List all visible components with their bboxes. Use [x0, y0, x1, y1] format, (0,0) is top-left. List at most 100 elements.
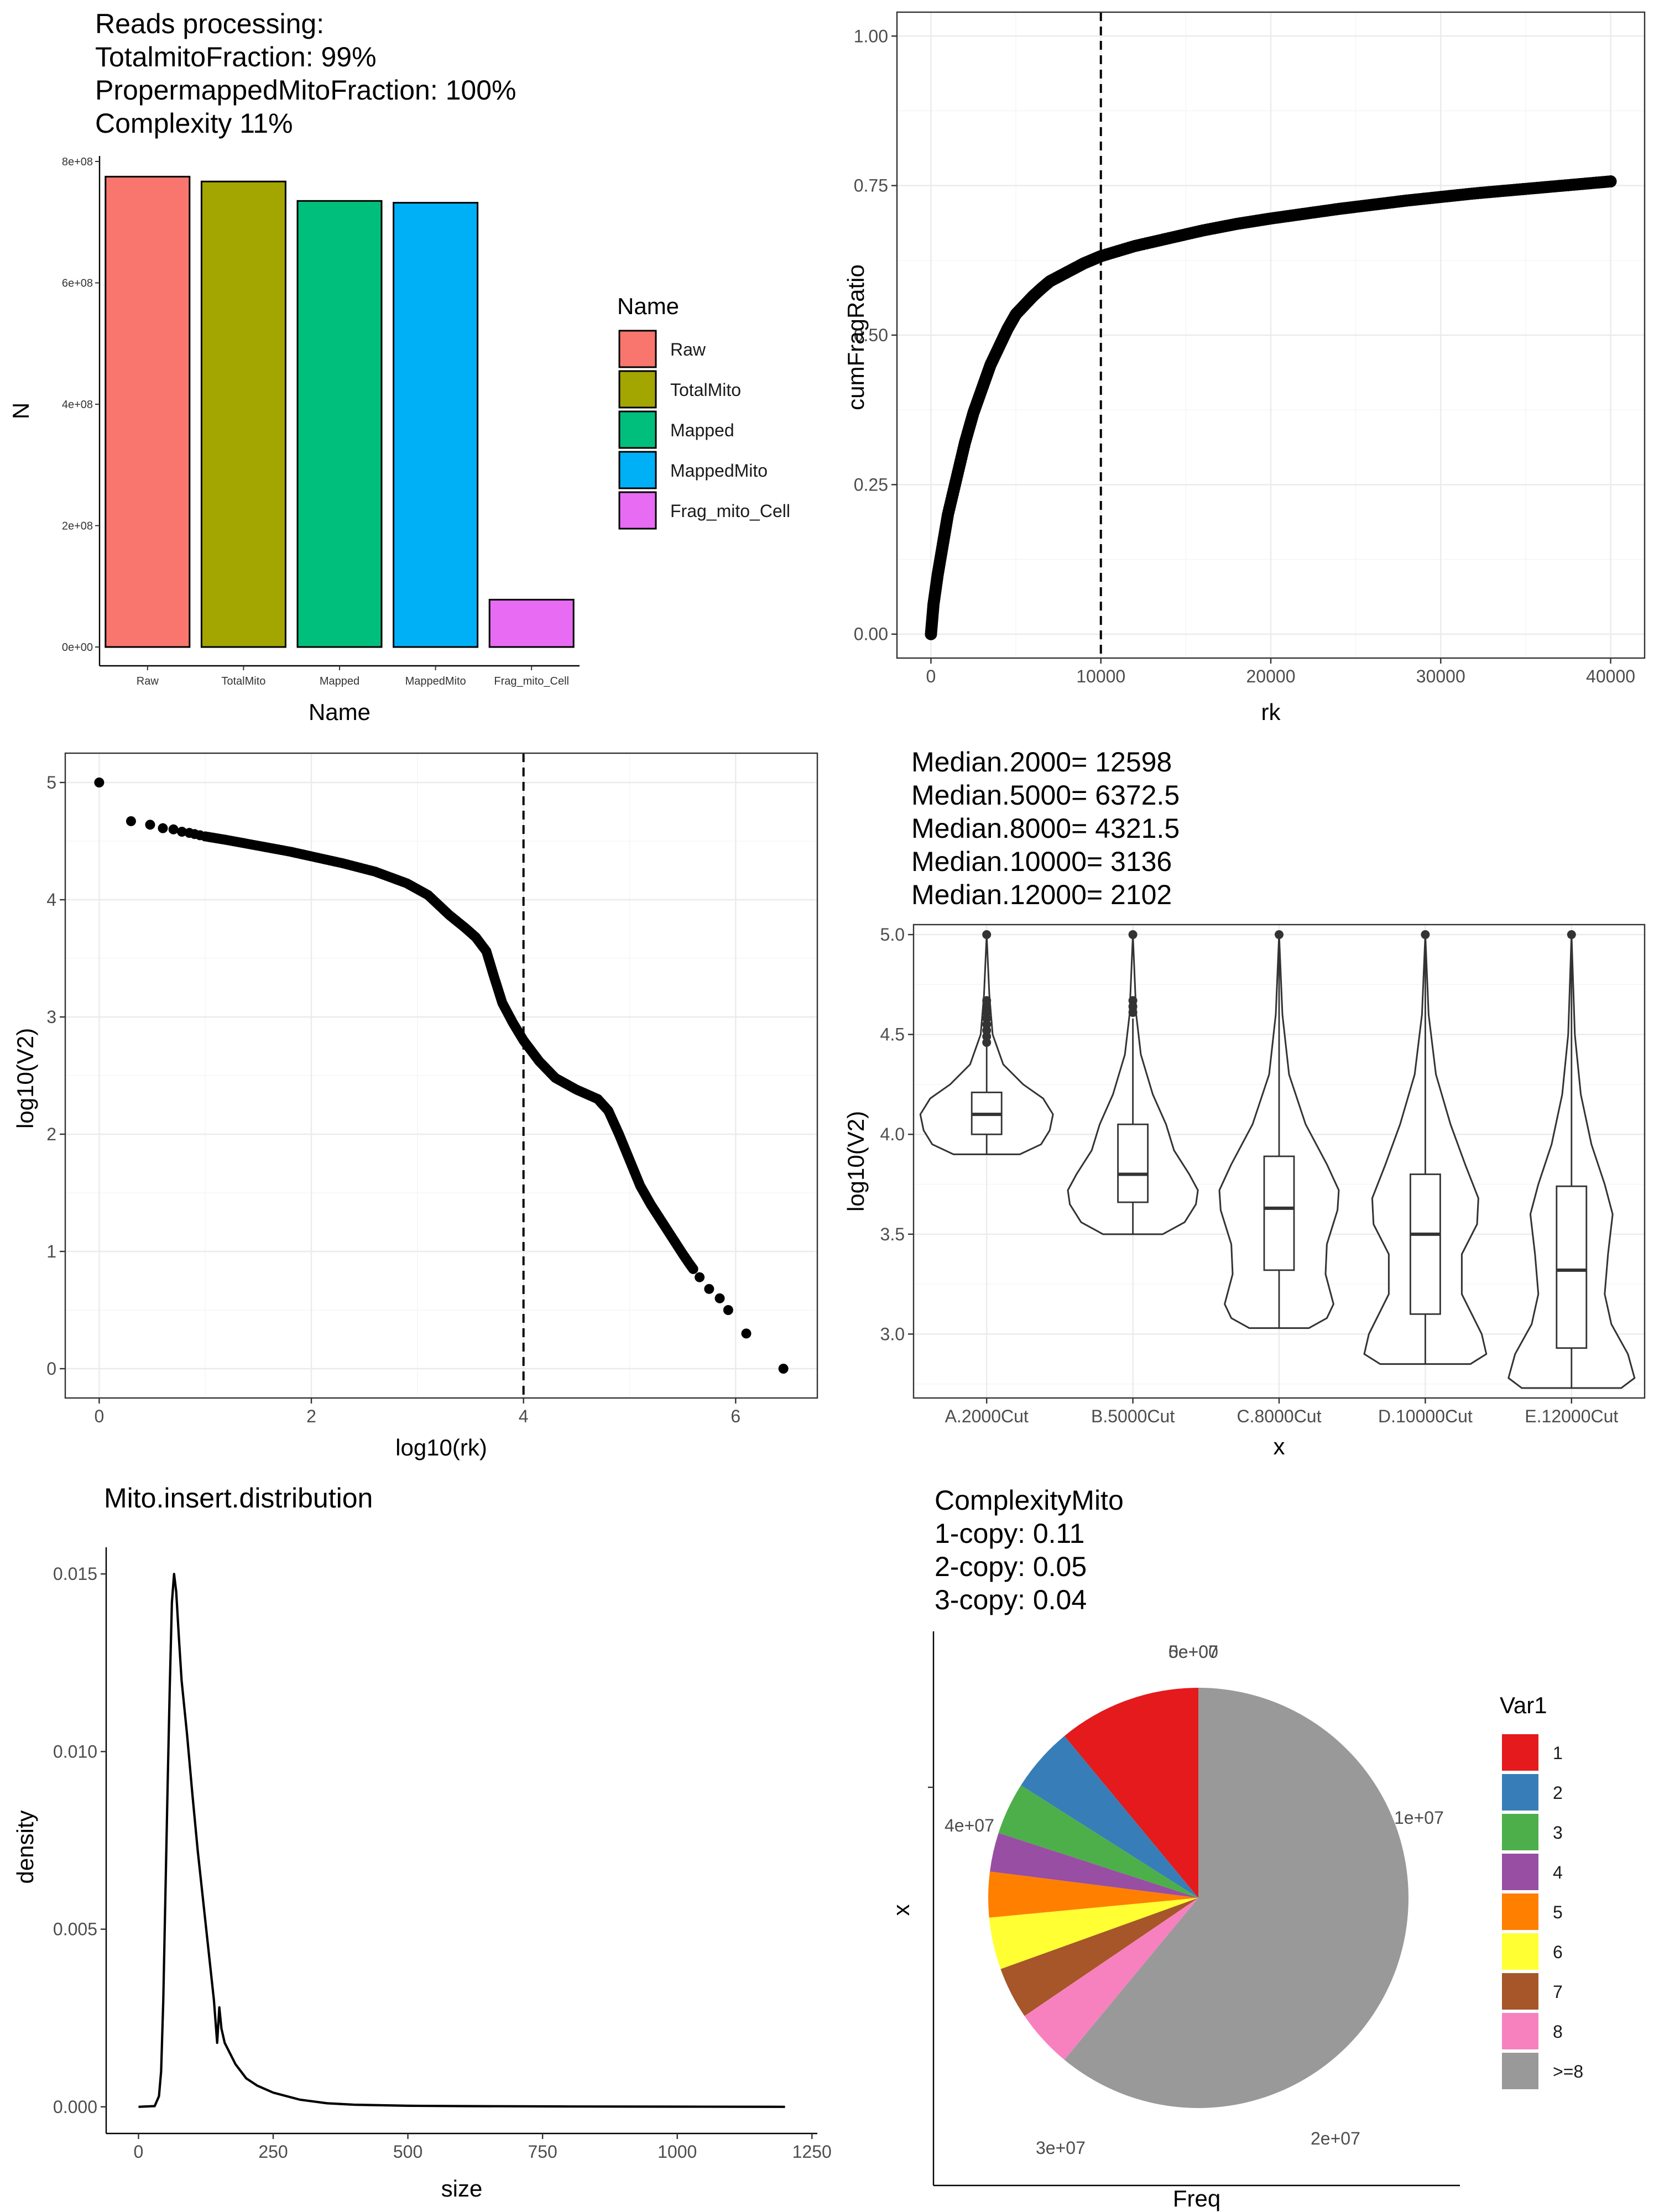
- data-point: [177, 827, 187, 837]
- chart-title-line: Reads processing:: [95, 8, 324, 39]
- chart-title-line: 1-copy: 0.11: [935, 1518, 1084, 1549]
- chart-title-line: 2-copy: 0.05: [935, 1551, 1087, 1582]
- box: [1409, 1173, 1441, 1315]
- pie-tick-label: 3e+07: [1036, 2138, 1086, 2158]
- x-axis-title: x: [1274, 1433, 1285, 1459]
- box: [1117, 1123, 1149, 1203]
- data-point: [704, 1284, 714, 1294]
- y-axis-title: density: [12, 1810, 38, 1884]
- pie-slices: [988, 1688, 1408, 2108]
- x-tick-label: 1250: [792, 2142, 832, 2162]
- data-point: [695, 1272, 705, 1282]
- y-tick-label: 4.0: [880, 1124, 905, 1144]
- legend-label: >=8: [1553, 2062, 1583, 2081]
- x-tick-label: Mapped: [320, 675, 359, 687]
- x-axis-title: size: [441, 2176, 483, 2201]
- box: [1556, 1185, 1588, 1349]
- chart-title-line: Median.5000= 6372.5: [911, 780, 1180, 811]
- y-tick-label: 0.25: [854, 474, 888, 494]
- bar: [105, 175, 191, 648]
- data-points: [925, 175, 1617, 640]
- legend-swatch: [1502, 1893, 1538, 1930]
- chart-title-line: 3-copy: 0.04: [935, 1584, 1087, 1615]
- x-tick-label: 6: [731, 1406, 740, 1426]
- pie-tick-label: 4e+07: [945, 1815, 994, 1835]
- legend-label: 1: [1553, 1743, 1563, 1763]
- y-tick-label: 3.0: [880, 1324, 905, 1344]
- outlier-point: [1128, 996, 1138, 1005]
- y-axis-title: log10(V2): [843, 1111, 869, 1212]
- box: [1263, 1155, 1295, 1271]
- data-point: [1604, 175, 1617, 188]
- outlier-point: [1275, 930, 1284, 940]
- legend-swatch: [618, 451, 657, 489]
- legend-label: Mapped: [670, 420, 734, 440]
- legend-swatch: [1502, 1933, 1538, 1970]
- legend-label: 2: [1553, 1783, 1563, 1803]
- x-tick-label: E.12000Cut: [1525, 1406, 1618, 1426]
- y-tick-label: 4: [46, 890, 56, 910]
- outlier-point: [982, 996, 992, 1005]
- data-point: [126, 816, 136, 826]
- legend-label: MappedMito: [670, 461, 768, 481]
- chart-title-line: Median.8000= 4321.5: [911, 813, 1180, 844]
- x-tick-label: Frag_mito_Cell: [494, 675, 569, 687]
- bar: [200, 180, 286, 648]
- x-tick-label: 500: [393, 2142, 422, 2162]
- pie-tick-label: 0e+00: [1168, 1642, 1218, 1662]
- y-tick-label: 0: [46, 1359, 56, 1379]
- data-point: [688, 1264, 698, 1274]
- y-tick-label: 0e+00: [62, 641, 93, 654]
- y-tick-label: 8e+08: [62, 156, 93, 168]
- chart-title-line: Median.10000= 3136: [911, 846, 1172, 877]
- pie-slice: [989, 1833, 1198, 1898]
- y-tick-label: 1: [46, 1241, 56, 1261]
- x-tick-label: 40000: [1586, 666, 1635, 686]
- x-tick-label: 20000: [1246, 666, 1296, 686]
- data-points: [94, 778, 789, 1374]
- log-rank-panel: 0 2 4 6 0 1 2 3 4 5 log10(rk) log10(V2): [12, 752, 818, 1460]
- legend-label: Frag_mito_Cell: [670, 501, 790, 521]
- y-tick-label: 3.5: [880, 1224, 905, 1244]
- y-tick-label: 2e+08: [62, 520, 93, 533]
- pie-slice: [1000, 1898, 1198, 2016]
- bar: [488, 598, 575, 648]
- x-tick-label: MappedMito: [405, 675, 466, 687]
- x-tick-label: 2: [306, 1406, 316, 1426]
- y-tick-label: 0.00: [854, 624, 888, 644]
- x-tick-label: TotalMito: [221, 675, 265, 687]
- outlier-point: [1421, 930, 1430, 940]
- y-tick-label: 5: [46, 773, 56, 792]
- data-point: [714, 1293, 725, 1303]
- chart-title-line: TotalmitoFraction: 99%: [95, 41, 377, 72]
- x-axis-title: log10(rk): [395, 1434, 487, 1460]
- chart-title-line: ComplexityMito: [935, 1485, 1124, 1516]
- y-tick-label: 0.005: [53, 1919, 97, 1939]
- y-tick-label: 1.00: [854, 26, 888, 46]
- density-line: [138, 1573, 785, 2108]
- insert-distribution-panel: Mito.insert.distribution 0 250 500 750 1000 12…: [12, 1483, 832, 2201]
- x-tick-label: 0: [94, 1406, 104, 1426]
- legend-label: Raw: [670, 340, 706, 359]
- legend-label: 4: [1553, 1863, 1563, 1882]
- x-tick-label: 250: [258, 2142, 288, 2162]
- data-point: [778, 1364, 789, 1374]
- legend-swatch: [1502, 2013, 1538, 2049]
- legend-swatch: [1502, 1814, 1538, 1850]
- x-tick-label: 0: [134, 2142, 144, 2162]
- data-point: [723, 1305, 733, 1315]
- y-tick-label: 3: [46, 1007, 56, 1027]
- bar: [393, 202, 479, 648]
- pie-slice: [1021, 1736, 1198, 1898]
- legend-label: 8: [1553, 2022, 1563, 2042]
- legend-swatch: [618, 491, 657, 530]
- chart-title-line: Median.12000= 2102: [911, 879, 1172, 910]
- complexity-mito-panel: ComplexityMito 1-copy: 0.11 2-copy: 0.05…: [888, 1485, 1583, 2211]
- pie-slice: [998, 1785, 1198, 1898]
- pie-slice: [1064, 1688, 1408, 2108]
- x-tick-label: A.2000Cut: [945, 1406, 1029, 1426]
- legend-label: 7: [1553, 1982, 1563, 2002]
- legend-swatch: [1502, 1854, 1538, 1890]
